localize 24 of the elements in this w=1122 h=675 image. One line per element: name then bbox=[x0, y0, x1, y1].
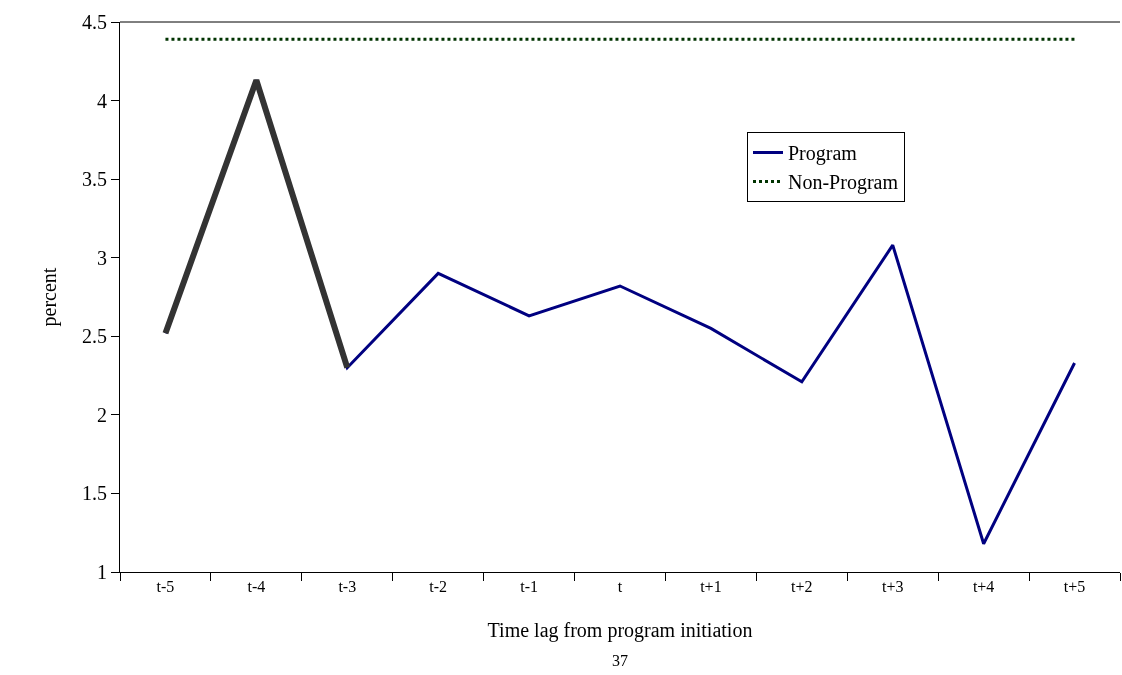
x-axis-title: Time lag from program initiation bbox=[487, 618, 753, 642]
y-axis-title: percent bbox=[37, 267, 61, 327]
x-tick-label: t+5 bbox=[1063, 578, 1086, 596]
y-tick-label: 4 bbox=[97, 89, 107, 112]
legend-label: Non-Program bbox=[788, 171, 899, 195]
legend-label: Program bbox=[788, 142, 858, 166]
y-tick-label: 2 bbox=[97, 403, 107, 426]
y-tick-label: 1.5 bbox=[82, 482, 107, 505]
y-tick-label: 4.5 bbox=[82, 11, 107, 33]
x-tick-label: t-1 bbox=[520, 578, 538, 596]
x-tick-label: t+3 bbox=[882, 578, 904, 596]
x-tick-label: t-2 bbox=[429, 578, 448, 596]
x-tick-label: t+1 bbox=[700, 578, 722, 596]
y-tick-label: 1 bbox=[97, 561, 107, 583]
text: 37 bbox=[612, 652, 628, 669]
x-tick-label: t+4 bbox=[972, 578, 995, 596]
y-tick-label: 3 bbox=[97, 246, 107, 269]
x-tick-label: t-3 bbox=[338, 578, 357, 596]
y-tick-label: 2.5 bbox=[82, 325, 107, 348]
x-tick-label: t-5 bbox=[156, 578, 175, 596]
x-tick-label: t-4 bbox=[247, 578, 266, 596]
x-tick-label: t+2 bbox=[791, 578, 813, 596]
y-tick-label: 3.5 bbox=[82, 168, 107, 191]
x-tick-label: t bbox=[617, 578, 623, 596]
